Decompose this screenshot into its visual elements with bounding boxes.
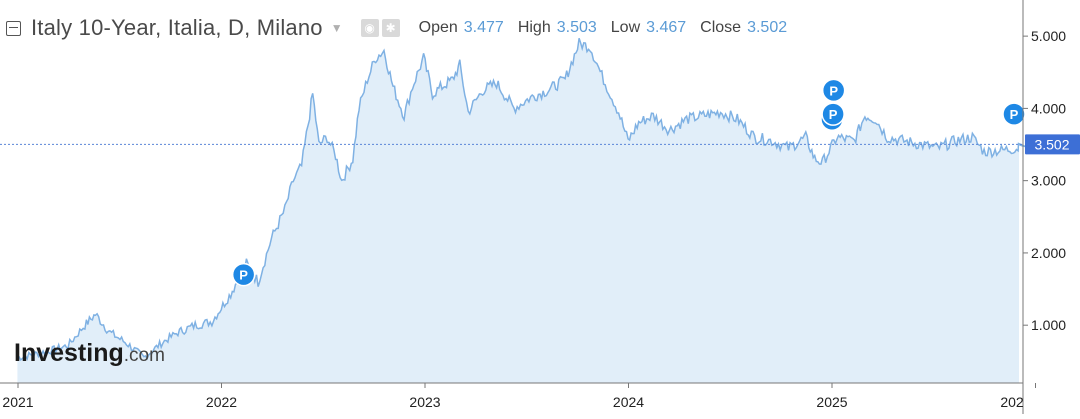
close-value: 3.502 — [747, 19, 788, 36]
price-line — [17, 37, 1027, 362]
svg-text:Investing.com: Investing.com — [14, 339, 165, 367]
close-label: Close — [700, 19, 742, 36]
y-tick-label: 5.000 — [1031, 28, 1066, 44]
ohlc-values: Open 3.477 High 3.503 Low 3.467 Close 3.… — [419, 19, 796, 37]
y-tick-label: 4.000 — [1031, 100, 1066, 116]
settings-gear-icon[interactable]: ✱ — [381, 19, 400, 37]
x-tick-label: 2025 — [816, 394, 847, 410]
last-price-label-bg — [1025, 134, 1080, 155]
open-label: Open — [418, 19, 458, 36]
x-tick-label: 2022 — [206, 394, 237, 410]
x-tick-label: 202 — [1000, 394, 1024, 410]
event-marker[interactable]: P — [821, 102, 845, 126]
event-marker-label: P — [829, 83, 838, 98]
last-price-label-text: 3.502 — [1034, 136, 1069, 152]
price-area-fill — [17, 38, 1026, 383]
high-label: High — [517, 19, 551, 36]
watermark-brand: Investing — [14, 339, 124, 367]
event-marker-label: P — [829, 107, 838, 122]
investing-watermark: Investing.com — [14, 339, 165, 367]
event-marker[interactable]: P — [1002, 102, 1026, 126]
x-tick-label: 2021 — [2, 394, 33, 410]
visibility-icon[interactable]: ◉ — [360, 19, 379, 37]
chevron-down-icon[interactable]: ▼ — [330, 21, 343, 35]
event-marker-circle — [231, 262, 256, 287]
event-marker-label: P — [1010, 107, 1019, 122]
y-tick-label: 2.000 — [1031, 245, 1066, 261]
y-tick-label: 1.000 — [1031, 317, 1066, 333]
event-marker-circle — [821, 102, 845, 126]
event-marker[interactable]: P — [231, 262, 256, 287]
chart-header: Italy 10-Year, Italia, D, Milano ▼ ◉ ✱ O… — [6, 14, 795, 42]
high-value: 3.503 — [556, 19, 597, 36]
event-marker-circle — [821, 78, 846, 103]
low-label: Low — [610, 19, 641, 36]
watermark-suffix: .com — [124, 345, 165, 366]
event-marker-label: P — [239, 268, 248, 283]
open-value: 3.477 — [463, 19, 504, 36]
x-tick-label: 2023 — [409, 394, 440, 410]
event-marker-circle — [1002, 102, 1026, 126]
collapse-icon[interactable] — [6, 20, 21, 36]
event-marker[interactable]: P — [821, 78, 846, 103]
x-tick-label: 2024 — [613, 394, 644, 410]
chart-title: Italy 10-Year, Italia, D, Milano — [31, 15, 323, 40]
low-value: 3.467 — [646, 19, 687, 36]
y-tick-label: 3.000 — [1031, 173, 1066, 189]
last-price-label: 3.502 — [1025, 134, 1080, 155]
